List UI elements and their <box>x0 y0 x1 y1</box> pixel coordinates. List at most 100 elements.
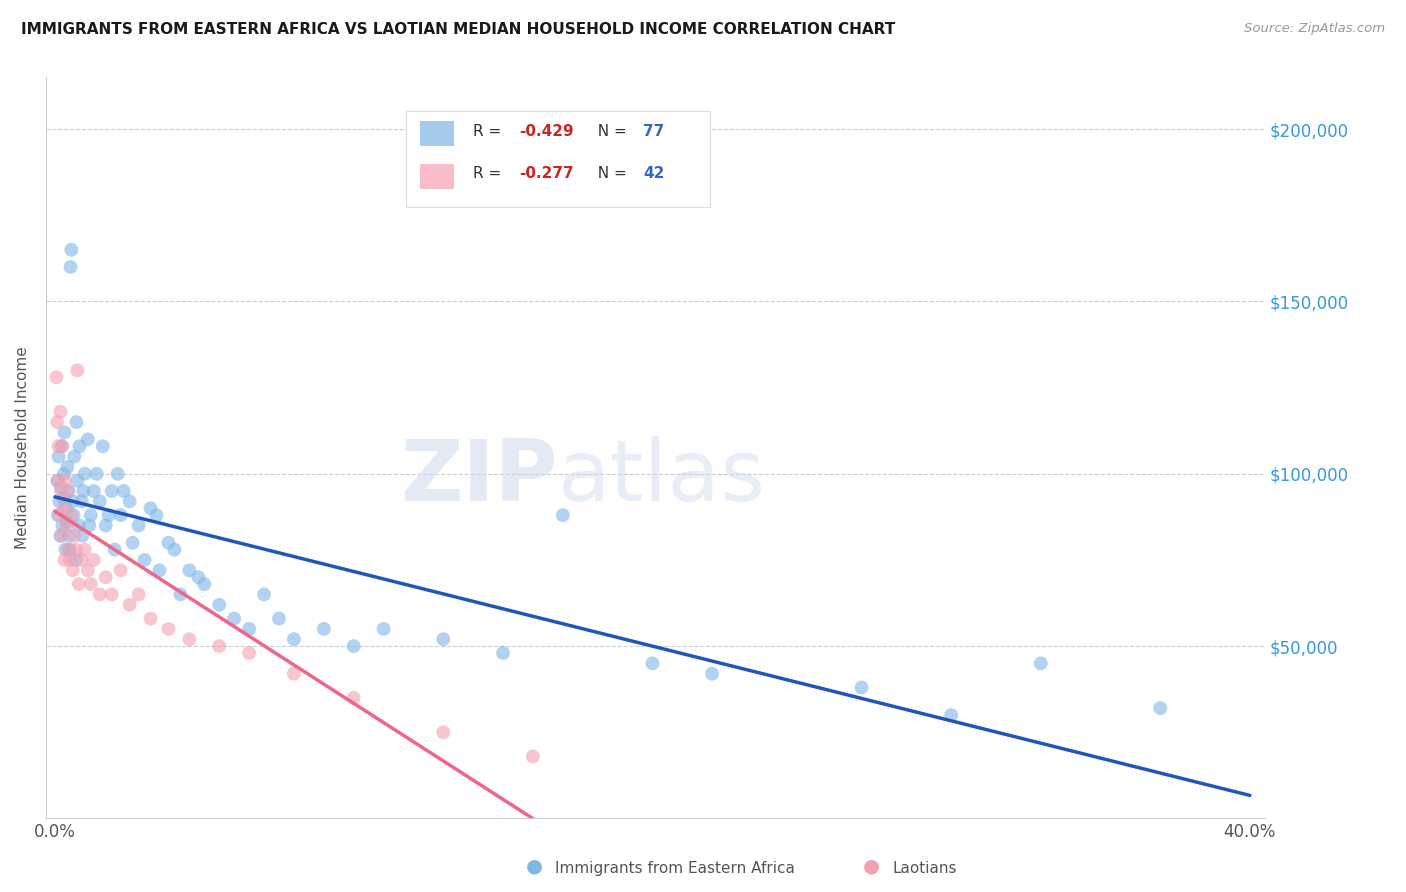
Point <box>73 542 96 557</box>
Point <box>66 474 89 488</box>
Point <box>76 563 98 577</box>
Point <box>52 501 75 516</box>
Point <box>179 632 201 647</box>
Point <box>112 483 135 498</box>
Point <box>224 611 246 625</box>
Point <box>267 611 290 625</box>
Text: atlas: atlas <box>558 436 766 519</box>
Point <box>110 508 132 523</box>
Text: N =: N = <box>588 166 631 181</box>
Point <box>56 518 79 533</box>
Text: Source: ZipAtlas.com: Source: ZipAtlas.com <box>1244 22 1385 36</box>
Point <box>193 577 215 591</box>
Point <box>157 622 180 636</box>
Bar <box>420 164 454 188</box>
Point <box>55 501 77 516</box>
Point <box>94 518 117 533</box>
Point <box>107 467 129 481</box>
Point <box>49 529 72 543</box>
Point <box>432 632 454 647</box>
Point <box>208 598 231 612</box>
Point <box>312 622 335 636</box>
Text: IMMIGRANTS FROM EASTERN AFRICA VS LAOTIAN MEDIAN HOUSEHOLD INCOME CORRELATION CH: IMMIGRANTS FROM EASTERN AFRICA VS LAOTIA… <box>21 22 896 37</box>
Point <box>128 518 150 533</box>
Point <box>702 666 724 681</box>
Point <box>83 553 105 567</box>
Point <box>97 508 120 523</box>
Point <box>46 415 69 429</box>
Bar <box>420 121 454 146</box>
Point <box>70 553 93 567</box>
Text: N =: N = <box>588 124 631 139</box>
Point <box>208 639 231 653</box>
Point <box>62 494 84 508</box>
Text: Immigrants from Eastern Africa: Immigrants from Eastern Africa <box>555 861 796 876</box>
Point <box>238 622 260 636</box>
Point <box>62 563 84 577</box>
Point <box>343 690 366 705</box>
Point <box>58 529 80 543</box>
Point <box>179 563 201 577</box>
Point <box>59 260 82 274</box>
Point <box>52 467 75 481</box>
Text: 77: 77 <box>643 124 665 139</box>
Point <box>522 749 544 764</box>
Point <box>253 587 276 601</box>
Point <box>641 657 664 671</box>
Point <box>53 425 76 440</box>
Point <box>59 542 82 557</box>
Point <box>72 529 94 543</box>
Point <box>118 598 141 612</box>
Text: -0.429: -0.429 <box>519 124 574 139</box>
Point <box>121 535 143 549</box>
Point <box>51 439 73 453</box>
Point <box>63 529 86 543</box>
Point <box>283 632 305 647</box>
Point <box>48 450 70 464</box>
Point <box>238 646 260 660</box>
Point <box>58 542 80 557</box>
Text: ●: ● <box>526 857 543 876</box>
Point <box>169 587 191 601</box>
Point <box>851 681 873 695</box>
Point <box>163 542 186 557</box>
Point <box>283 666 305 681</box>
Point <box>134 553 156 567</box>
Point <box>67 439 90 453</box>
Point <box>72 483 94 498</box>
Point <box>104 542 127 557</box>
Point <box>157 535 180 549</box>
Point <box>48 508 70 523</box>
Point <box>70 494 93 508</box>
Point <box>551 508 574 523</box>
Point <box>51 439 73 453</box>
Point <box>939 708 962 723</box>
Point <box>91 439 114 453</box>
Point <box>89 494 111 508</box>
Point <box>187 570 209 584</box>
Y-axis label: Median Household Income: Median Household Income <box>15 347 30 549</box>
Point <box>48 494 70 508</box>
Point <box>373 622 395 636</box>
Point <box>46 508 69 523</box>
Point <box>67 518 90 533</box>
Point <box>1029 657 1052 671</box>
Point <box>76 433 98 447</box>
Point <box>58 483 80 498</box>
Point <box>65 415 87 429</box>
Point <box>89 587 111 601</box>
Point <box>128 587 150 601</box>
Point <box>118 494 141 508</box>
Point <box>59 553 82 567</box>
Point <box>139 501 162 516</box>
Point <box>60 243 83 257</box>
Point <box>73 467 96 481</box>
Point <box>94 570 117 584</box>
Text: -0.277: -0.277 <box>519 166 574 181</box>
Point <box>80 508 103 523</box>
Point <box>65 542 87 557</box>
Point <box>83 483 105 498</box>
Point <box>148 563 170 577</box>
Point <box>46 474 69 488</box>
Point <box>492 646 515 660</box>
